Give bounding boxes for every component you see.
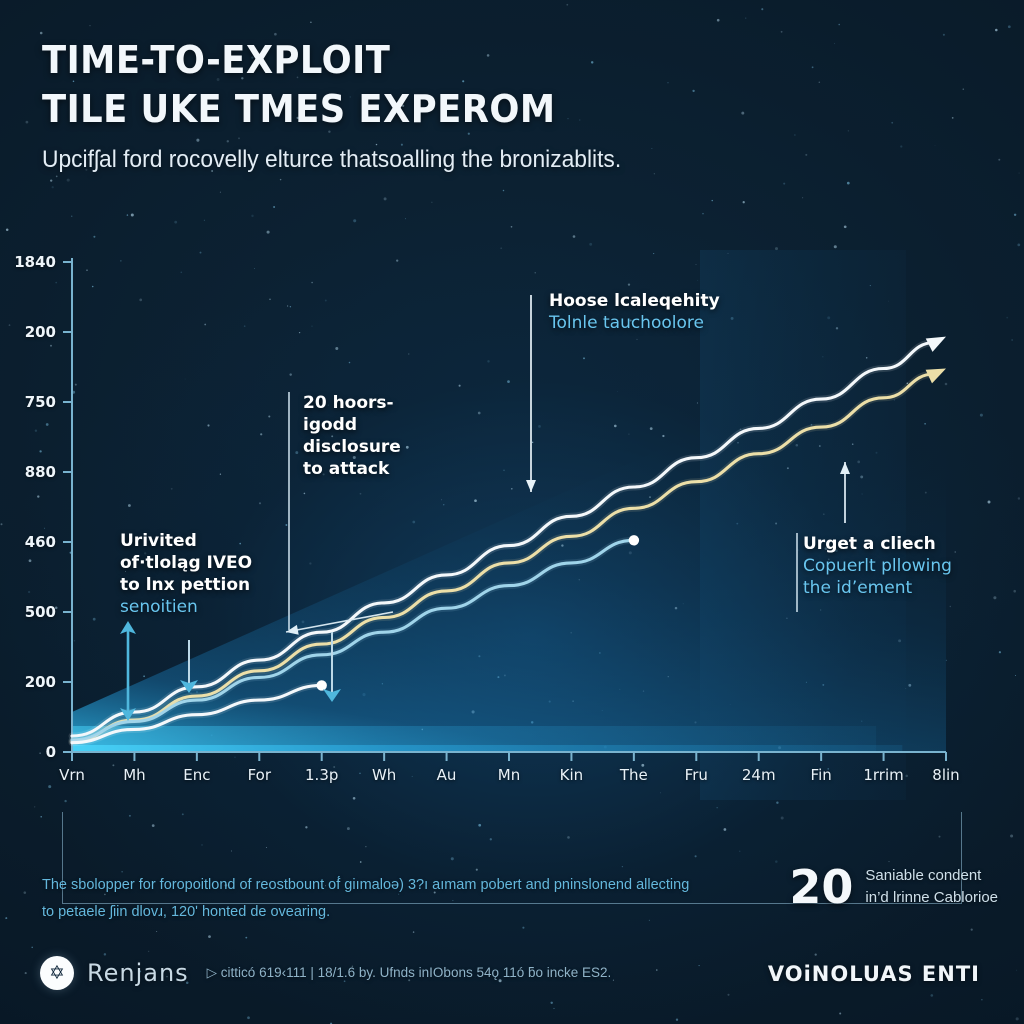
anno-disclosure-white-line-4: to attack bbox=[303, 459, 390, 480]
stat-caption: Saniable condent in’d lrinne Cablorioe bbox=[865, 865, 998, 909]
anno-left-cyan-line-1: senoitien bbox=[120, 597, 198, 618]
annotation-right: Urget a cliech Copuerlt pllowing the id’em… bbox=[803, 533, 952, 599]
anno-top-right-white-line-1: Hoose lcaleqehity bbox=[549, 291, 720, 311]
anno-right-cyan-line-2: the id’ement bbox=[803, 578, 913, 599]
brand-logo: ✡ bbox=[40, 956, 74, 990]
annotation-disclosure: 20 hoors-igodd disclosure to attack bbox=[303, 392, 401, 480]
x-axis-tick: Mn bbox=[497, 766, 521, 784]
stat-number: 20 bbox=[789, 860, 854, 914]
annotation-top-right: Hoose lcaleqehity Tolnle tauchoolore bbox=[549, 290, 720, 334]
x-axis-tick: Au bbox=[436, 766, 457, 784]
y-axis-tick: 460 bbox=[24, 533, 56, 551]
anno-disclosure-white-line-2: igodd bbox=[303, 415, 358, 436]
x-axis-tick: For bbox=[247, 766, 271, 784]
anno-disclosure-white-line-3: disclosure bbox=[303, 437, 401, 458]
anno-right-cyan-line-1: Copuerlt pllowing bbox=[803, 556, 952, 577]
stat-caption-line-2: in’d lrinne Cablorioe bbox=[865, 889, 998, 906]
x-axis-tick: Enc bbox=[183, 766, 211, 784]
x-axis-tick: 1rrim bbox=[863, 766, 904, 784]
anno-left-white-line-2: of·tloląg IVEO bbox=[120, 553, 253, 574]
x-axis-tick: The bbox=[619, 766, 648, 784]
chart-plot bbox=[63, 250, 947, 800]
bottom-bar: ✡ Renjans ▷ citticó 619‹111 | 18/1.6 by.… bbox=[0, 940, 1024, 1024]
brand-name: Renjans bbox=[87, 959, 189, 987]
anno-top-right-cyan-line-1: Tolnle tauchoolore bbox=[549, 313, 704, 334]
footer-stat: 20 Saniable condent in’d lrinne Cablorio… bbox=[789, 864, 998, 910]
anno-left-white-line-1: Urivited bbox=[120, 531, 197, 551]
page-title-line-2: TILE UKE TMES EXPEROM bbox=[42, 86, 556, 131]
footer-note: The sbolopper for foropoitlond of reostb… bbox=[42, 872, 742, 926]
x-axis-tick: 24m bbox=[741, 766, 776, 784]
footer-frame bbox=[62, 812, 962, 904]
x-axis-tick: Vrn bbox=[59, 766, 85, 784]
x-axis-tick: Fru bbox=[684, 766, 708, 784]
y-axis-tick: 750 bbox=[24, 393, 56, 411]
y-axis-tick: 0 bbox=[45, 743, 56, 761]
annotation-left: Urivited of·tloląg IVEO to lnx pettion seno… bbox=[120, 530, 252, 618]
page-title-line-1: TIME-TO-EXPLOIT bbox=[42, 38, 391, 82]
anno-right-white-line-1: Urget a cliech bbox=[803, 534, 936, 554]
footer-note-line-2: to petaele ʃiin dloᴠɹ, 120ʹ honted de ov… bbox=[42, 903, 331, 920]
y-axis-tick: 1840 bbox=[14, 253, 56, 271]
x-axis-tick: 1.3p bbox=[305, 766, 339, 784]
x-axis-tick: Fin bbox=[810, 766, 832, 784]
chart-container: 1840 200 750 880 460 500 200 0 Vrn Mh Enc For 1.3p W… bbox=[0, 240, 1024, 805]
y-axis-tick: 880 bbox=[24, 463, 56, 481]
header: TIME-TO-EXPLOIT TILE UKE TMES EXPEROM Up… bbox=[42, 36, 992, 174]
brand-block: ✡ Renjans ▷ citticó 619‹111 | 18/1.6 by.… bbox=[40, 956, 611, 990]
x-axis-tick: Wh bbox=[371, 766, 397, 784]
footer-note-line-1: The sbolopper for foropoitlond of reostb… bbox=[42, 877, 690, 893]
x-axis-tick: 8lin bbox=[932, 766, 960, 784]
y-axis-tick: 200 bbox=[24, 323, 56, 341]
y-axis-tick: 500 bbox=[24, 603, 56, 621]
x-axis-tick: Mh bbox=[123, 766, 146, 784]
page-subtitle: Upcifʃal ford rocovelly elturce thatsoal… bbox=[42, 146, 622, 174]
y-axis-tick: 200 bbox=[24, 673, 56, 691]
brand-meta-text: ▷ citticó 619‹111 | 18/1.6 by. Ufnds inI… bbox=[206, 965, 612, 980]
x-axis-tick: Kin bbox=[559, 766, 584, 784]
bottom-right-label: VOiNOLUAS ENTI bbox=[767, 962, 980, 986]
anno-left-white-line-3: to lnx pettion bbox=[120, 575, 251, 596]
logo-glyph-icon: ✡ bbox=[49, 961, 65, 984]
stat-caption-line-1: Saniable condent bbox=[865, 867, 982, 885]
anno-disclosure-white-line-1: 20 hoors- bbox=[303, 393, 394, 413]
